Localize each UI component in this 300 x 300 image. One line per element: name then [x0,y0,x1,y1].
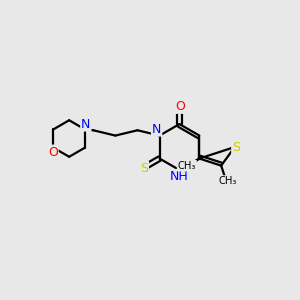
Text: S: S [140,162,148,175]
Text: S: S [232,141,240,154]
Text: O: O [48,146,58,159]
Text: O: O [175,100,185,113]
Text: N: N [81,118,91,130]
Text: N: N [152,123,161,136]
Text: CH₃: CH₃ [178,161,196,171]
Text: NH: NH [170,170,189,183]
Text: CH₃: CH₃ [218,176,237,186]
